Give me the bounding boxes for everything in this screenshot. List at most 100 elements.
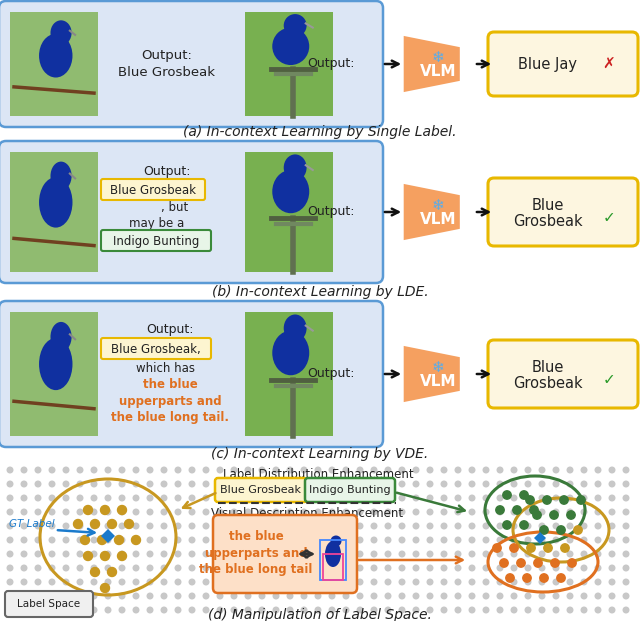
Circle shape [543, 496, 551, 504]
Circle shape [623, 524, 628, 529]
Circle shape [287, 565, 293, 571]
Circle shape [287, 467, 293, 473]
Circle shape [147, 607, 153, 613]
Circle shape [231, 524, 237, 529]
Circle shape [204, 495, 209, 501]
Polygon shape [404, 36, 460, 92]
Ellipse shape [51, 161, 72, 191]
Circle shape [534, 559, 542, 567]
Circle shape [231, 467, 237, 473]
Ellipse shape [51, 20, 72, 45]
Circle shape [35, 481, 41, 487]
Circle shape [133, 509, 139, 515]
Circle shape [455, 524, 461, 529]
Circle shape [609, 495, 615, 501]
Circle shape [92, 551, 97, 557]
Circle shape [428, 537, 433, 543]
Circle shape [63, 593, 69, 599]
FancyBboxPatch shape [488, 340, 638, 408]
Circle shape [469, 551, 475, 557]
Circle shape [544, 544, 552, 552]
Circle shape [315, 467, 321, 473]
Circle shape [189, 607, 195, 613]
Circle shape [567, 607, 573, 613]
Circle shape [63, 467, 69, 473]
Circle shape [119, 537, 125, 543]
Circle shape [567, 579, 573, 585]
Circle shape [357, 524, 363, 529]
Circle shape [315, 593, 321, 599]
Circle shape [343, 565, 349, 571]
Circle shape [568, 559, 576, 567]
Text: Output:: Output: [307, 206, 355, 219]
Circle shape [343, 481, 349, 487]
Circle shape [63, 509, 69, 515]
FancyBboxPatch shape [318, 524, 348, 584]
Circle shape [623, 467, 628, 473]
Circle shape [217, 467, 223, 473]
Circle shape [133, 565, 139, 571]
Circle shape [92, 509, 97, 515]
Circle shape [497, 509, 503, 515]
Circle shape [147, 551, 153, 557]
Circle shape [49, 524, 55, 529]
Circle shape [92, 579, 97, 585]
Circle shape [231, 481, 237, 487]
Ellipse shape [39, 338, 72, 390]
Circle shape [125, 520, 134, 528]
Circle shape [259, 579, 265, 585]
Circle shape [245, 579, 251, 585]
Circle shape [428, 565, 433, 571]
FancyBboxPatch shape [101, 179, 205, 200]
Circle shape [204, 537, 209, 543]
Circle shape [259, 467, 265, 473]
Text: upperparts and: upperparts and [118, 394, 221, 407]
Circle shape [119, 509, 125, 515]
Circle shape [7, 495, 13, 501]
Circle shape [133, 467, 139, 473]
FancyBboxPatch shape [0, 301, 383, 447]
Circle shape [428, 551, 433, 557]
Circle shape [147, 593, 153, 599]
Circle shape [329, 481, 335, 487]
Circle shape [105, 481, 111, 487]
Circle shape [385, 524, 391, 529]
Circle shape [189, 579, 195, 585]
Circle shape [497, 607, 503, 613]
Circle shape [455, 537, 461, 543]
Ellipse shape [272, 170, 309, 213]
Circle shape [287, 579, 293, 585]
Circle shape [540, 579, 545, 585]
Circle shape [441, 537, 447, 543]
Circle shape [567, 537, 573, 543]
Circle shape [511, 537, 517, 543]
Circle shape [287, 593, 293, 599]
Circle shape [204, 607, 209, 613]
Circle shape [147, 579, 153, 585]
Circle shape [540, 565, 545, 571]
Circle shape [92, 467, 97, 473]
Circle shape [287, 524, 293, 529]
Circle shape [532, 511, 541, 519]
Circle shape [343, 607, 349, 613]
Circle shape [273, 495, 279, 501]
Circle shape [147, 467, 153, 473]
Text: Output:: Output: [307, 58, 355, 71]
Text: the blue long tail.: the blue long tail. [111, 412, 229, 425]
Circle shape [385, 593, 391, 599]
Circle shape [525, 537, 531, 543]
Circle shape [175, 524, 181, 529]
Circle shape [343, 495, 349, 501]
Text: the blue: the blue [143, 379, 197, 391]
Circle shape [7, 565, 13, 571]
Circle shape [553, 593, 559, 599]
Circle shape [428, 495, 433, 501]
Circle shape [371, 607, 377, 613]
Circle shape [161, 467, 167, 473]
Circle shape [118, 505, 127, 515]
Circle shape [204, 509, 209, 515]
Text: VLM: VLM [420, 212, 456, 227]
Circle shape [530, 505, 538, 514]
Circle shape [21, 537, 27, 543]
Circle shape [357, 593, 363, 599]
